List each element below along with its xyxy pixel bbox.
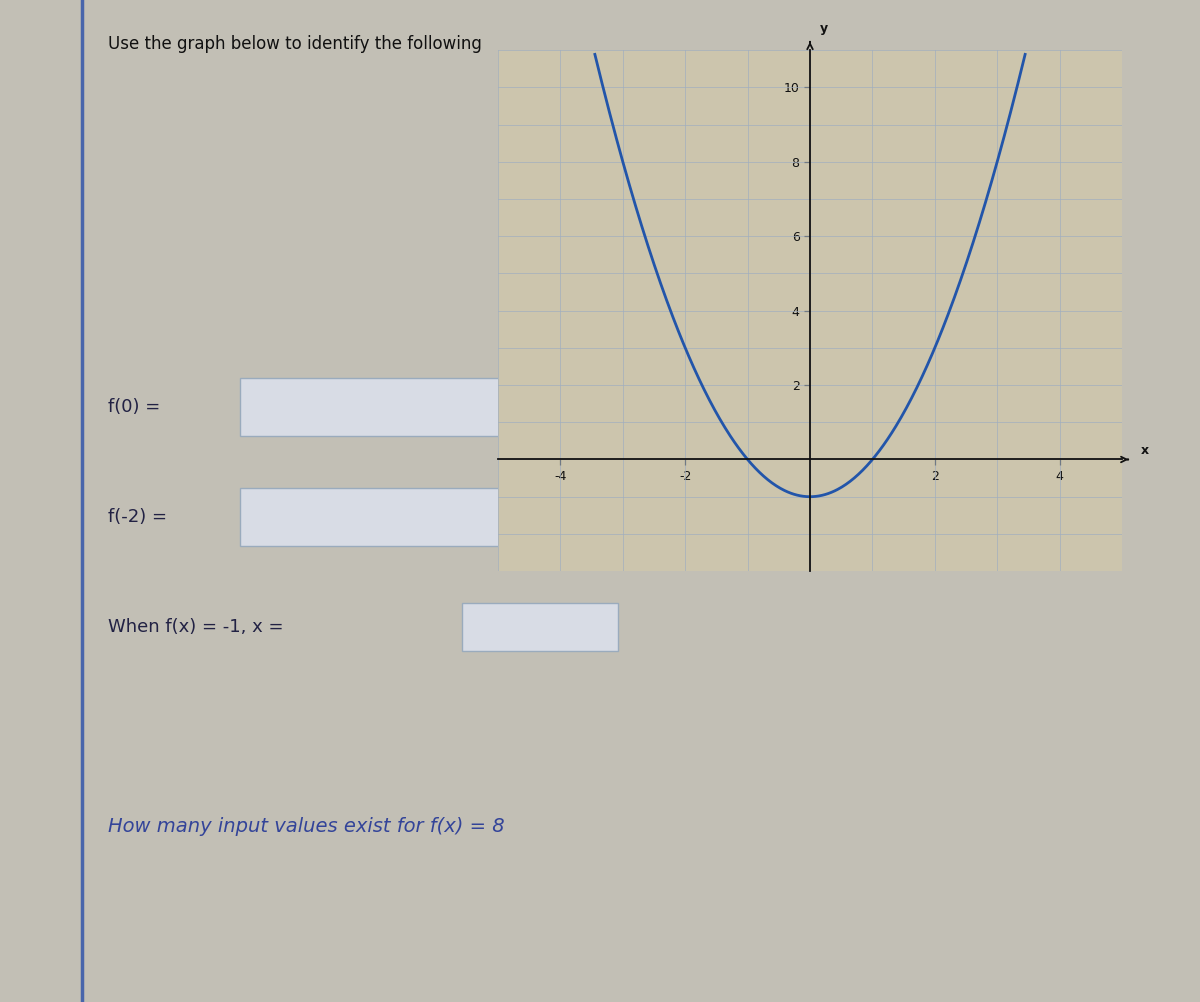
Text: How many input values exist for f(x) = 8: How many input values exist for f(x) = 8 bbox=[108, 818, 505, 836]
Text: y: y bbox=[820, 22, 828, 35]
FancyBboxPatch shape bbox=[240, 378, 576, 436]
Text: f(0) =: f(0) = bbox=[108, 398, 161, 416]
Text: Use the graph below to identify the following: Use the graph below to identify the foll… bbox=[108, 35, 482, 53]
Text: When f(x) = -1, x =: When f(x) = -1, x = bbox=[108, 618, 283, 636]
FancyBboxPatch shape bbox=[462, 603, 618, 651]
FancyBboxPatch shape bbox=[240, 488, 576, 546]
Text: f(-2) =: f(-2) = bbox=[108, 508, 167, 526]
Text: x: x bbox=[1141, 444, 1148, 457]
